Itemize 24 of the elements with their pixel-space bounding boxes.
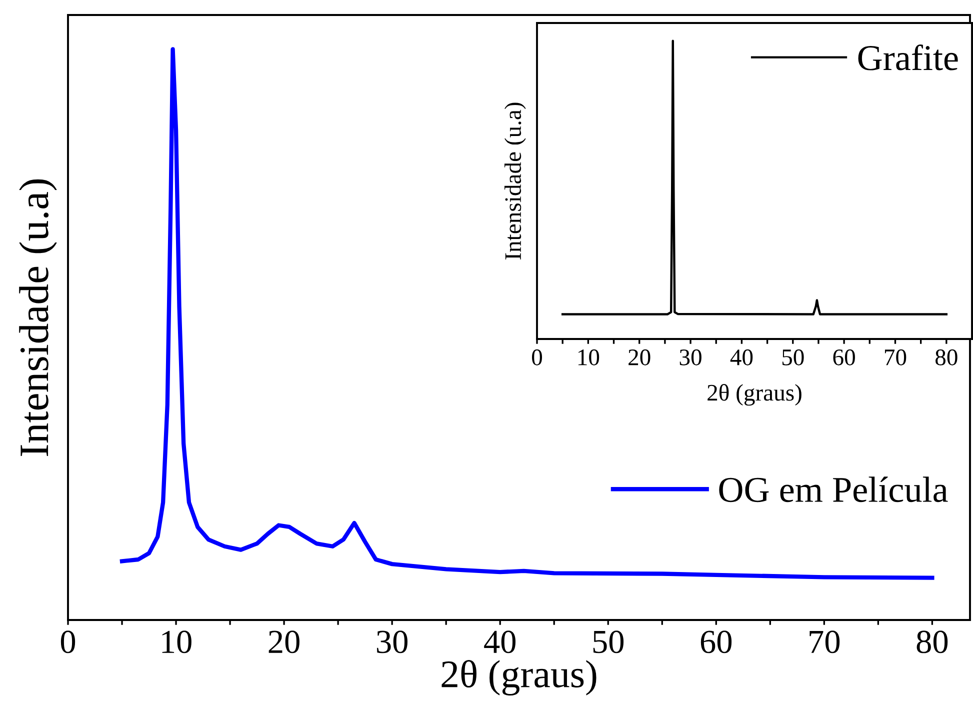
x-tick-label: 30 xyxy=(377,630,408,654)
x-tick-label: 50 xyxy=(782,349,804,366)
x-tick-label: 10 xyxy=(578,349,600,366)
x-tick-label: 70 xyxy=(884,349,906,366)
x-tick-label: 80 xyxy=(936,349,958,366)
x-axis-title: 2θ (graus) xyxy=(708,384,802,406)
legend-label: Grafite xyxy=(858,44,958,70)
y-axis-title: Intensidade (u.a) xyxy=(504,102,526,260)
x-tick-label: 40 xyxy=(484,630,516,654)
x-tick-label: 30 xyxy=(680,349,702,366)
x-tick-label: 60 xyxy=(700,630,732,654)
x-tick-label: 20 xyxy=(628,349,650,366)
y-axis-title: Intensidade (u.a) xyxy=(19,179,57,456)
legend-label: OG em Película xyxy=(719,476,948,502)
x-tick-label: 10 xyxy=(162,630,192,654)
x-tick-label: 60 xyxy=(833,349,855,366)
x-tick-label: 50 xyxy=(593,630,624,654)
x-tick-label: 0 xyxy=(60,630,76,654)
x-tick-label: 80 xyxy=(916,630,948,654)
x-tick-label: 20 xyxy=(268,630,300,654)
x-tick-label: 40 xyxy=(730,349,753,366)
x-axis-title: 2θ (graus) xyxy=(442,660,596,696)
x-tick-label: 70 xyxy=(810,630,840,654)
x-tick-label: 0 xyxy=(532,349,542,366)
